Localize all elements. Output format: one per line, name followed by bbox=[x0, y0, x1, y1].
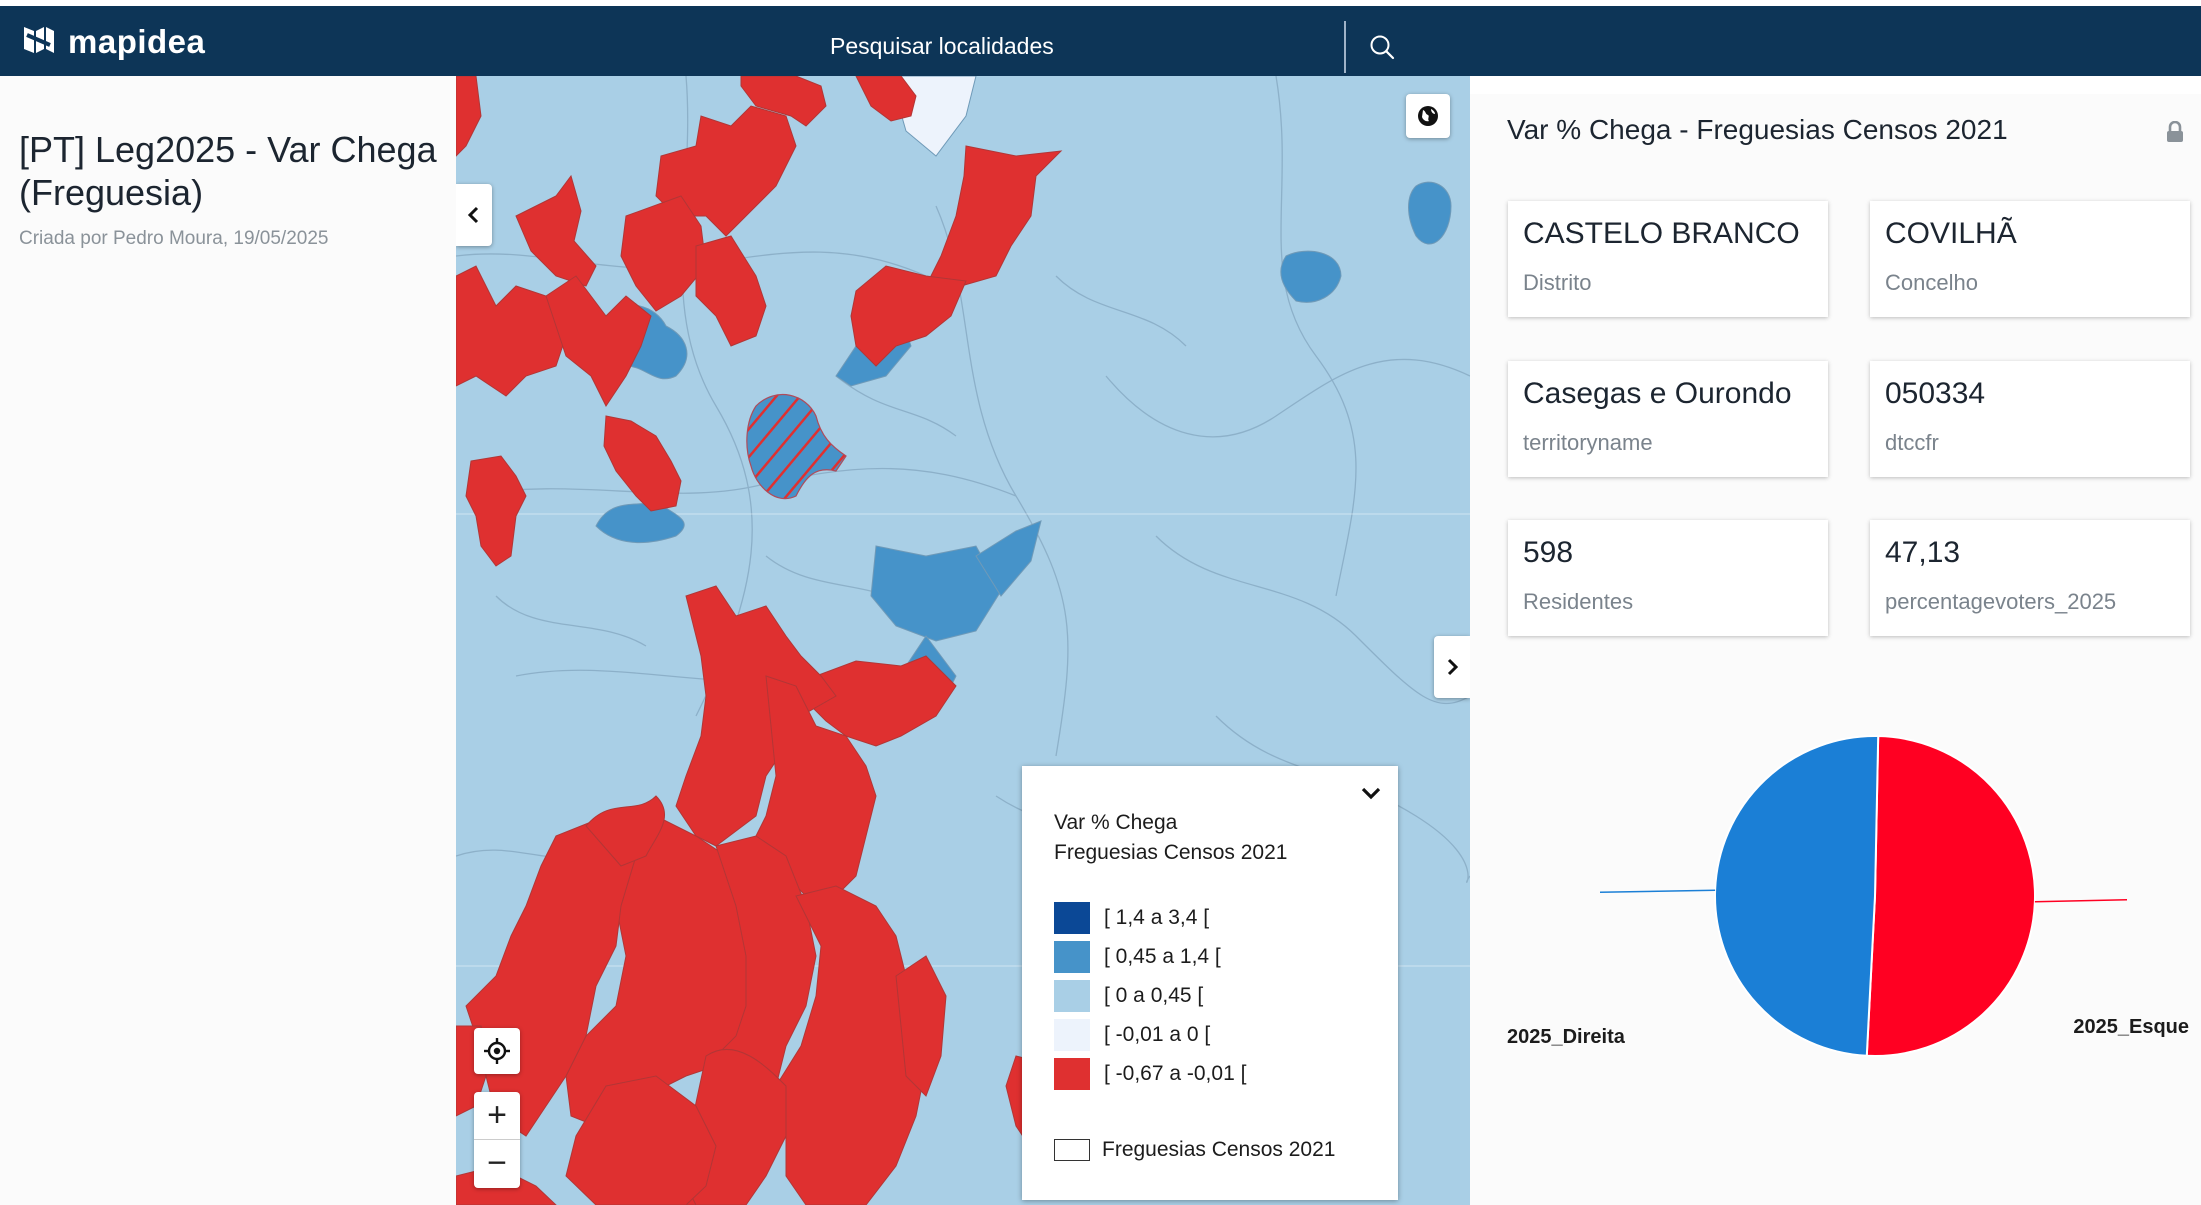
card-label: Distrito bbox=[1523, 270, 1592, 295]
locate-button[interactable] bbox=[474, 1028, 520, 1074]
map-info-panel: [PT] Leg2025 - Var Chega (Freguesia) Cri… bbox=[0, 76, 456, 1205]
card-label: Concelho bbox=[1885, 270, 1978, 295]
selected-parish bbox=[746, 393, 847, 500]
legend-title: Var % Chega Freguesias Censos 2021 bbox=[1054, 808, 1287, 868]
collapse-left-panel-button[interactable] bbox=[456, 184, 492, 246]
info-card-distrito: CASTELO BRANCO Distrito bbox=[1508, 201, 1828, 317]
legend-label: [ 1,4 a 3,4 [ bbox=[1104, 906, 1210, 929]
chevron-down-icon bbox=[1361, 787, 1381, 800]
zoom-controls: + − bbox=[474, 1092, 520, 1188]
search-bar[interactable]: Pesquisar localidades bbox=[800, 18, 1410, 74]
card-label: territoryname bbox=[1523, 430, 1653, 455]
map-author-date: Criada por Pedro Moura, 19/05/2025 bbox=[19, 228, 329, 249]
legend-collapse-button[interactable] bbox=[1356, 778, 1386, 808]
info-panel-title: Var % Chega - Freguesias Censos 2021 bbox=[1507, 114, 2008, 145]
search-icon bbox=[1370, 35, 1395, 60]
card-label: Residentes bbox=[1523, 589, 1634, 614]
plus-icon: + bbox=[487, 1096, 507, 1134]
legend-swatch bbox=[1054, 980, 1090, 1012]
legend-swatch bbox=[1054, 941, 1090, 973]
mapidea-logo-icon bbox=[22, 23, 56, 62]
legend-layer-toggle[interactable]: Freguesias Censos 2021 bbox=[1054, 1138, 1335, 1162]
legend-item: [ 1,4 a 3,4 [ bbox=[1054, 902, 1209, 934]
legend-item: [ -0,01 a 0 [ bbox=[1054, 1019, 1210, 1051]
zoom-in-button[interactable]: + bbox=[474, 1092, 520, 1140]
map-title: [PT] Leg2025 - Var Chega (Freguesia) bbox=[19, 129, 437, 213]
legend-item: [ 0,45 a 1,4 [ bbox=[1054, 941, 1221, 973]
legend-swatch bbox=[1054, 1019, 1090, 1051]
card-label: dtccfr bbox=[1885, 430, 1939, 455]
info-card-dtccfr: 050334 dtccfr bbox=[1870, 361, 2190, 477]
legend-label: [ 0 a 0,45 [ bbox=[1104, 984, 1204, 1007]
chevron-left-icon bbox=[467, 206, 479, 224]
minus-icon: − bbox=[487, 1144, 507, 1182]
layer-outline-swatch bbox=[1054, 1139, 1090, 1161]
legend-label: [ 0,45 a 1,4 [ bbox=[1104, 945, 1221, 968]
legend-swatch bbox=[1054, 902, 1090, 934]
card-value: COVILHÃ bbox=[1885, 217, 2017, 250]
info-card-percentagevoters: 47,13 percentagevoters_2025 bbox=[1870, 520, 2190, 636]
crosshair-icon bbox=[484, 1038, 510, 1064]
pie-label-esquerda: 2025_Esque bbox=[2073, 1016, 2189, 1038]
top-bar: mapidea Pesquisar localidades bbox=[0, 6, 2201, 76]
info-card-concelho: COVILHÃ Concelho bbox=[1870, 201, 2190, 317]
pie-slice-2025_Esquerda[interactable] bbox=[1865, 735, 2036, 1057]
globe-icon bbox=[1418, 106, 1438, 126]
legend-title-line2: Freguesias Censos 2021 bbox=[1054, 841, 1288, 864]
card-value: Casegas e Ourondo bbox=[1523, 377, 1792, 410]
search-input[interactable]: Pesquisar localidades bbox=[830, 33, 1054, 59]
legend-label: [ -0,01 a 0 [ bbox=[1104, 1023, 1211, 1046]
card-value: 598 bbox=[1523, 536, 1574, 569]
pie-chart-svg bbox=[1599, 735, 2128, 1057]
card-value: CASTELO BRANCO bbox=[1523, 217, 1800, 250]
legend-label: [ -0,67 a -0,01 [ bbox=[1104, 1062, 1247, 1085]
map-legend: Var % Chega Freguesias Censos 2021 [ 1,4… bbox=[1022, 766, 1398, 1200]
card-value: 050334 bbox=[1885, 377, 1986, 410]
zoom-out-button[interactable]: − bbox=[474, 1140, 520, 1187]
legend-title-line1: Var % Chega bbox=[1054, 811, 1178, 834]
legend-item: [ 0 a 0,45 [ bbox=[1054, 980, 1203, 1012]
logo-text: mapidea bbox=[68, 23, 206, 60]
legend-swatch bbox=[1054, 1058, 1090, 1090]
logo[interactable]: mapidea bbox=[22, 23, 206, 62]
basemap-button[interactable] bbox=[1406, 94, 1450, 138]
chevron-right-icon bbox=[1447, 658, 1459, 676]
card-value: 47,13 bbox=[1885, 536, 1961, 569]
pie-slice-2025_Direita[interactable] bbox=[1714, 735, 1880, 1057]
top-strip bbox=[0, 0, 2201, 6]
expand-right-panel-button[interactable] bbox=[1434, 636, 1470, 698]
info-card-territoryname: Casegas e Ourondo territoryname bbox=[1508, 361, 1828, 477]
pie-chart: 2025_Esque 2025_Direita bbox=[1470, 734, 2201, 1164]
map-view[interactable]: + − Var % Chega Freguesias Censos 2021 [… bbox=[456, 76, 1470, 1205]
pie-label-direita: 2025_Direita bbox=[1507, 1026, 1625, 1048]
search-button[interactable] bbox=[1356, 21, 1408, 73]
search-separator bbox=[1344, 21, 1346, 73]
legend-item: [ -0,67 a -0,01 [ bbox=[1054, 1058, 1246, 1090]
pie-leader-line bbox=[1599, 889, 1716, 894]
lock-icon[interactable] bbox=[2165, 120, 2185, 148]
legend-layer-label: Freguesias Censos 2021 bbox=[1102, 1138, 1336, 1161]
pie-leader-line bbox=[2034, 898, 2128, 903]
parishes-red bbox=[456, 76, 1067, 1205]
info-card-residentes: 598 Residentes bbox=[1508, 520, 1828, 636]
card-label: percentagevoters_2025 bbox=[1885, 589, 2117, 614]
feature-info-panel: Var % Chega - Freguesias Censos 2021 CAS… bbox=[1470, 94, 2201, 1205]
